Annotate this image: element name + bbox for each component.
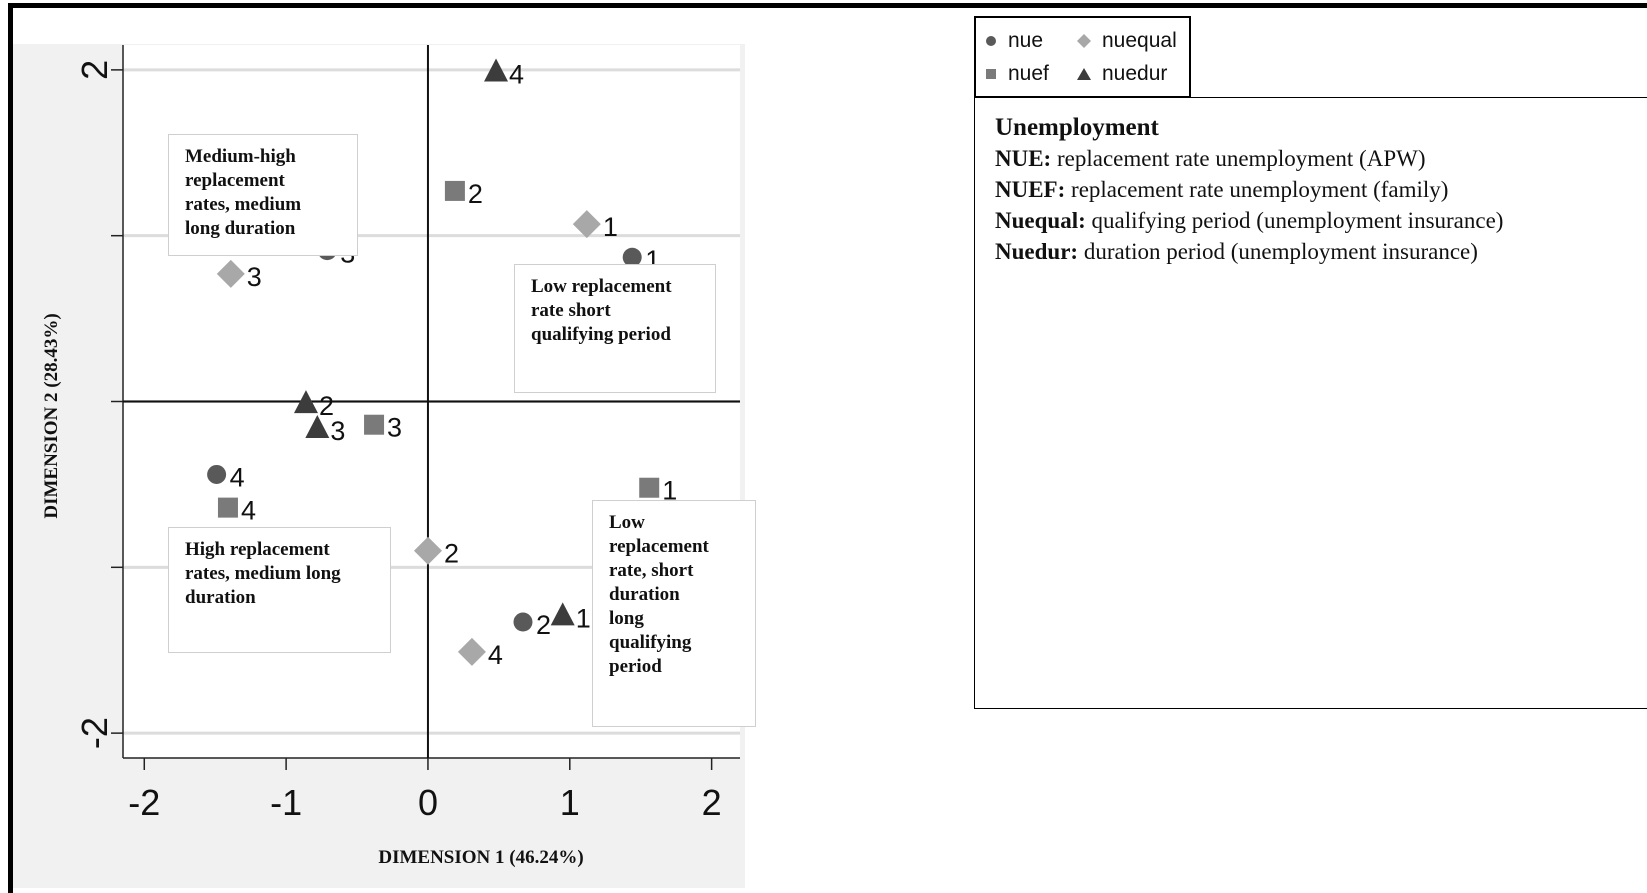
point-nuequal-4 — [457, 637, 486, 666]
point-label-nuef-4: 4 — [241, 496, 256, 526]
legend-label: nuef — [1008, 62, 1049, 85]
x-axis-title: DIMENSION 1 (46.24%) — [378, 847, 583, 868]
point-label-nuef-2: 2 — [468, 179, 483, 209]
point-label-nuedur-3: 3 — [330, 416, 345, 446]
x-tick-label: -1 — [270, 782, 302, 823]
info-term: Nuequal: — [995, 208, 1086, 233]
x-tick-label: 1 — [560, 782, 580, 823]
info-line-nuequal: Nuequal: qualifying period (unemployment… — [995, 205, 1643, 236]
info-line-nue: NUE: replacement rate unemployment (APW) — [995, 143, 1643, 174]
point-nue-1 — [622, 247, 642, 267]
y-axis-title: DIMENSION 2 (28.43%) — [41, 313, 62, 518]
point-label-nuedur-2: 2 — [319, 391, 334, 421]
point-label-nue-2: 2 — [536, 610, 551, 640]
info-title: Unemployment — [995, 114, 1159, 141]
point-nue-2 — [513, 612, 533, 632]
point-nuequal-2 — [413, 536, 442, 565]
annotation-medium-high: Medium-high replacement rates, medium lo… — [168, 134, 358, 256]
legend-item-nue: nue — [984, 29, 1043, 53]
annotation-high: High replacement rates, medium long dura… — [168, 527, 391, 653]
legend: nue nuequal nuef nuedur — [974, 16, 1191, 98]
point-nuedur-3 — [305, 415, 330, 439]
point-label-nuequal-2: 2 — [444, 539, 459, 569]
point-label-nuef-3: 3 — [387, 413, 402, 443]
point-nuedur-1 — [550, 602, 575, 626]
info-term: Nuedur: — [995, 239, 1079, 264]
point-label-nue-4: 4 — [230, 462, 245, 492]
point-label-nuequal-4: 4 — [488, 640, 503, 670]
point-nuedur-2 — [293, 390, 318, 414]
point-nuef-4 — [217, 497, 238, 518]
legend-item-nuedur: nuedur — [1076, 62, 1167, 86]
info-desc: replacement rate unemployment (APW) — [1051, 146, 1426, 171]
diamond-icon — [1077, 34, 1091, 48]
point-label-nuef-1: 1 — [662, 476, 677, 506]
point-nue-4 — [207, 464, 227, 484]
legend-item-nuequal: nuequal — [1076, 29, 1177, 53]
point-nuequal-1 — [572, 210, 601, 239]
x-tick-label: -2 — [128, 782, 160, 823]
y-tick-label: -2 — [74, 717, 115, 749]
point-nuef-2 — [444, 180, 465, 201]
legend-label: nuequal — [1102, 29, 1177, 52]
figure-frame — [8, 3, 1647, 893]
y-tick-label: 2 — [74, 60, 115, 80]
triangle-icon — [1077, 68, 1091, 80]
legend-label: nuedur — [1102, 62, 1168, 85]
point-label-nuedur-1: 1 — [576, 603, 591, 633]
point-nuequal-3 — [216, 259, 245, 288]
annotation-low-short: Low replacement rate short qualifying pe… — [514, 264, 716, 393]
info-line-nuef: NUEF: replacement rate unemployment (fam… — [995, 174, 1643, 205]
info-term: NUEF: — [995, 177, 1066, 202]
circle-icon — [986, 36, 996, 46]
info-desc: qualifying period (unemployment insuranc… — [1085, 208, 1504, 233]
point-nuef-1 — [639, 477, 660, 498]
point-nuef-3 — [364, 414, 385, 435]
info-desc: duration period (unemployment insurance) — [1078, 239, 1478, 264]
point-label-nuequal-1: 1 — [603, 212, 618, 242]
point-label-nuedur-4: 4 — [509, 60, 524, 90]
x-tick-label: 0 — [418, 782, 438, 823]
info-term: NUE: — [995, 146, 1052, 171]
square-icon — [986, 69, 996, 79]
point-nuedur-4 — [484, 58, 509, 82]
info-line-nuedur: Nuedur: duration period (unemployment in… — [995, 236, 1643, 267]
info-box: Unemployment NUE: replacement rate unemp… — [974, 97, 1647, 709]
legend-item-nuef: nuef — [984, 62, 1049, 86]
annotation-low-long: Low replacement rate, short duration lon… — [592, 500, 756, 727]
x-tick-label: 2 — [702, 782, 722, 823]
info-desc: replacement rate unemployment (family) — [1065, 177, 1449, 202]
point-label-nuequal-3: 3 — [247, 262, 262, 292]
legend-label: nue — [1008, 29, 1044, 52]
